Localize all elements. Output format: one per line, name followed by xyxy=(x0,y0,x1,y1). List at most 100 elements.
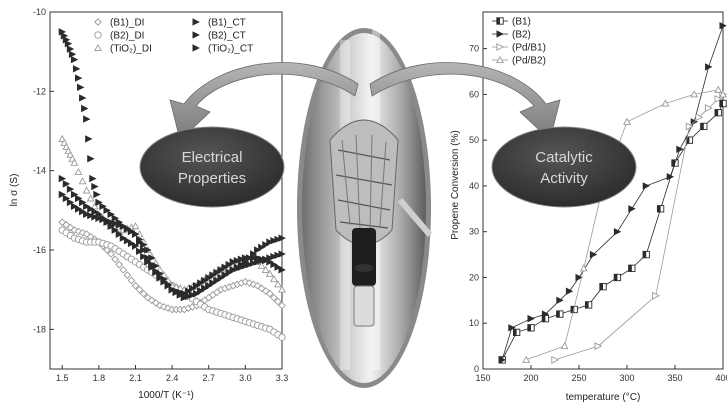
legend-marker xyxy=(192,31,200,39)
catalytic-bubble-line-2: Activity xyxy=(540,170,588,187)
y-tick-label: -18 xyxy=(33,324,46,334)
data-point xyxy=(278,250,286,258)
data-point xyxy=(188,284,197,293)
legend-marker xyxy=(496,43,505,51)
legend-entry: (B1)_DI xyxy=(94,18,144,29)
legend-entry: (B2)_DI xyxy=(94,31,144,42)
data-point xyxy=(704,104,713,113)
data-point xyxy=(140,246,148,254)
data-point xyxy=(95,198,103,207)
data-point xyxy=(700,122,708,131)
data-point xyxy=(229,258,238,266)
conversion-legend: (B1) (B2) (Pd/B1) (Pd/B2) xyxy=(492,17,546,67)
data-point xyxy=(83,115,91,123)
data-point xyxy=(82,186,91,194)
data-point xyxy=(270,237,278,245)
legend-marker xyxy=(496,55,504,64)
legend-marker xyxy=(94,43,102,52)
data-point xyxy=(714,109,722,117)
x-tick-label: 400 xyxy=(715,373,727,383)
data-point xyxy=(594,342,603,351)
data-point xyxy=(278,301,286,310)
data-point xyxy=(79,207,87,216)
x-tick-label: 350 xyxy=(667,373,682,383)
data-point xyxy=(241,262,250,270)
data-point xyxy=(254,254,262,262)
data-point xyxy=(107,218,115,226)
data-point xyxy=(249,280,258,289)
data-point xyxy=(714,95,723,103)
data-point xyxy=(278,234,286,242)
data-point xyxy=(83,202,91,211)
data-point xyxy=(70,190,79,199)
data-point xyxy=(168,285,176,294)
data-point xyxy=(140,241,148,249)
x-tick-label: 2.1 xyxy=(129,373,142,383)
conductivity-y-axis-label: ln σ (S) xyxy=(9,174,20,207)
data-point xyxy=(188,291,197,299)
data-point xyxy=(225,268,233,277)
legend-label: (B2) xyxy=(512,30,531,41)
legend-label: (B1) xyxy=(512,17,531,28)
legend-label: (B1)_CT xyxy=(208,18,246,29)
legend-label: (Pd/B1) xyxy=(512,43,546,54)
series-5 xyxy=(58,190,286,298)
data-point xyxy=(131,242,140,250)
data-point xyxy=(160,303,168,311)
electrical-properties-bubble: Electrical Properties xyxy=(139,126,285,208)
data-point xyxy=(270,252,278,261)
x-tick-label: 250 xyxy=(571,373,586,383)
data-point xyxy=(522,355,531,363)
data-point xyxy=(719,90,727,98)
data-point xyxy=(160,278,168,286)
y-tick-label: 0 xyxy=(474,364,479,374)
data-point xyxy=(565,287,574,295)
data-point xyxy=(176,288,185,296)
x-tick-label: 200 xyxy=(523,373,538,383)
legend-marker xyxy=(192,44,200,52)
data-point xyxy=(250,254,258,262)
y-tick-label: 20 xyxy=(469,272,479,282)
series-line xyxy=(501,25,724,360)
legend-label: (TiO₂)_CT xyxy=(208,44,253,55)
data-point xyxy=(579,264,588,272)
data-point xyxy=(115,230,124,238)
data-point xyxy=(274,297,282,306)
y-tick-label: 60 xyxy=(469,89,479,99)
catalytic-activity-bubble: Catalytic Activity xyxy=(491,126,637,208)
data-point xyxy=(209,271,217,279)
data-point xyxy=(131,222,140,230)
data-point xyxy=(245,279,254,287)
data-point xyxy=(127,239,136,248)
legend-label: (TiO₂)_DI xyxy=(110,44,152,55)
data-point xyxy=(690,90,699,98)
data-point xyxy=(253,281,262,290)
legend-marker xyxy=(94,18,102,26)
data-point xyxy=(261,265,270,273)
data-point xyxy=(262,256,270,265)
conversion-y-axis-label: Propene Conversion (%) xyxy=(450,130,461,240)
data-point xyxy=(541,310,550,318)
data-point xyxy=(78,177,87,185)
data-point xyxy=(74,167,83,175)
y-tick-label: 50 xyxy=(469,135,479,145)
data-point xyxy=(266,238,274,246)
legend-entry: (Pd/B1) xyxy=(492,43,546,54)
data-point xyxy=(152,267,160,275)
data-point xyxy=(628,205,636,213)
electrical-bubble-line-2: Properties xyxy=(178,170,246,187)
data-point xyxy=(131,230,140,238)
data-point xyxy=(103,217,111,225)
legend-marker xyxy=(94,31,102,39)
data-point xyxy=(217,266,225,274)
data-point xyxy=(111,219,119,228)
y-tick-label: 40 xyxy=(469,181,479,191)
data-point xyxy=(193,282,201,290)
conductivity-x-axis-label: 1000/T (K⁻¹) xyxy=(138,390,194,401)
data-point xyxy=(613,273,622,282)
data-point xyxy=(237,255,246,263)
legend-label: (B1)_DI xyxy=(110,18,144,29)
data-point xyxy=(685,136,694,144)
data-point xyxy=(111,226,119,234)
